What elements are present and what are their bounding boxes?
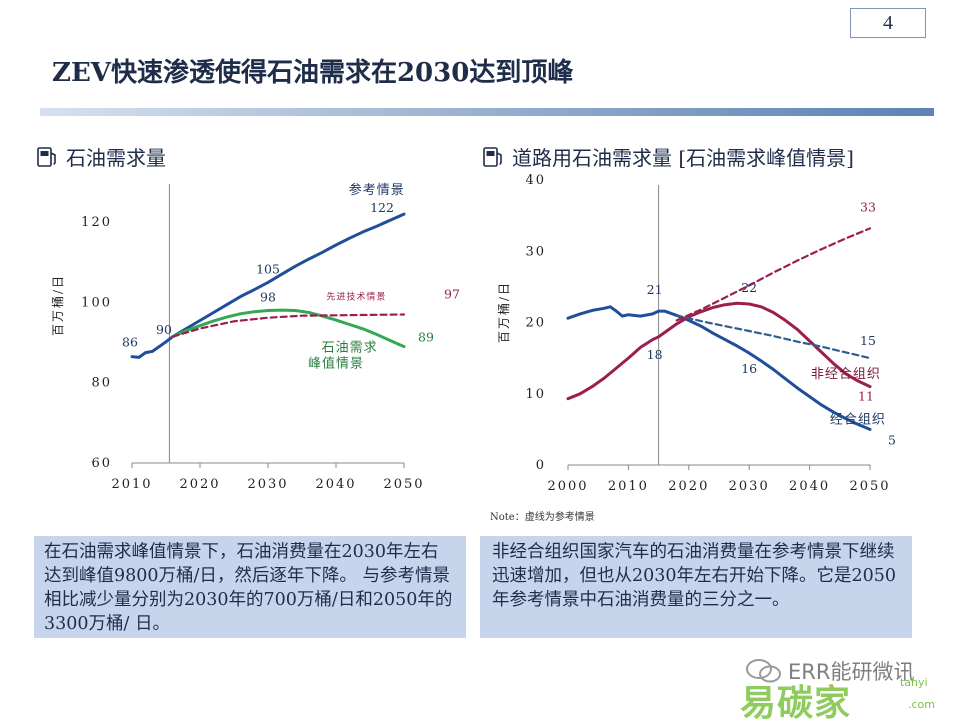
y-tick-label: 80 <box>91 376 112 391</box>
series-line-4 <box>675 227 872 322</box>
left-section-heading: 石油需求量 <box>36 142 166 171</box>
series-line-3 <box>675 314 872 360</box>
data-label: 122 <box>370 200 394 215</box>
fuel-pump-icon <box>37 146 56 167</box>
x-tick-label: 2050 <box>383 477 424 492</box>
left-oil-demand-chart: 2010 2020 2030 2040 2050 60 80 100 120 百万桶/日 86 90 1… <box>50 182 460 492</box>
series-line-1 <box>130 212 406 359</box>
data-label: 16 <box>741 361 757 376</box>
data-label: 89 <box>418 330 434 345</box>
series-label: 非经合组织 <box>811 367 881 382</box>
y-tick-label: 30 <box>525 244 546 259</box>
data-label: 97 <box>444 286 460 301</box>
series-label: 参考情景 <box>349 182 405 198</box>
y-tick-label: 60 <box>91 456 112 471</box>
page-number: 4 <box>850 8 926 38</box>
data-label: 21 <box>647 282 663 297</box>
left-section-title: 石油需求量 <box>66 146 166 170</box>
fuel-pump-icon <box>483 146 502 167</box>
x-tick-label: 2040 <box>315 477 356 492</box>
watermark-com: .com <box>908 698 935 711</box>
x-tick-label: 2020 <box>668 479 709 494</box>
x-tick-label: 2050 <box>849 479 890 494</box>
title-underline-bar <box>40 108 934 116</box>
y-tick-label: 40 <box>525 173 546 188</box>
watermark-text: ERR能研微讯 <box>788 660 915 684</box>
series-label: 石油需求 <box>322 340 378 355</box>
y-tick-label: 100 <box>81 295 112 310</box>
data-label: 22 <box>741 280 757 295</box>
right-summary-box: 非经合组织国家汽车的石油消费量在参考情景下继续迅速增加，但也从2030年左右开始… <box>480 536 912 638</box>
y-tick-label: 120 <box>81 215 112 230</box>
x-tick-label: 2040 <box>789 479 830 494</box>
x-tick-label: 2010 <box>111 477 152 492</box>
series-line-1 <box>566 305 872 431</box>
watermark: ERR能研微讯 易碳家 tanyi .com <box>740 652 950 724</box>
data-label: 5 <box>888 432 896 447</box>
series-label: 经合组织 <box>830 413 886 428</box>
series-label: 峰值情景 <box>308 355 364 371</box>
data-label: 105 <box>256 261 280 276</box>
y-axis-label: 百万桶/日 <box>50 274 65 336</box>
series-label: 先进技术情景 <box>326 291 386 303</box>
series-line-2 <box>566 301 872 401</box>
data-label: 11 <box>858 389 874 404</box>
left-summary-box: 在石油需求峰值情景下，石油消费量在2030年左右达到峰值9800万桶/日，然后逐… <box>34 536 466 638</box>
data-label: 33 <box>860 199 876 214</box>
watermark-url: tanyi <box>900 676 928 689</box>
x-tick-label: 2030 <box>247 477 288 492</box>
data-label: 15 <box>860 333 876 348</box>
data-label: 86 <box>122 335 138 350</box>
x-tick-label: 2020 <box>179 477 220 492</box>
y-tick-label: 0 <box>536 458 546 473</box>
x-tick-label: 2010 <box>608 479 649 494</box>
y-tick-label: 10 <box>525 387 546 402</box>
right-summary-text: 非经合组织国家汽车的石油消费量在参考情景下继续迅速增加，但也从2030年左右开始… <box>492 542 897 610</box>
data-label: 98 <box>260 289 276 304</box>
x-tick-label: 2030 <box>729 479 770 494</box>
left-summary-text: 在石油需求峰值情景下，石油消费量在2030年左右达到峰值9800万桶/日，然后逐… <box>44 542 453 634</box>
x-tick-label: 2000 <box>547 479 588 494</box>
data-label: 90 <box>156 322 172 337</box>
wechat-icon <box>746 659 781 683</box>
data-label: 18 <box>647 347 663 362</box>
right-section-title: 道路用石油需求量 [石油需求峰值情景] <box>512 146 854 170</box>
y-axis-label: 百万桶/日 <box>496 281 511 343</box>
series-line-3 <box>171 313 406 338</box>
series-line-2 <box>171 308 406 349</box>
y-tick-label: 20 <box>525 316 546 331</box>
chart-note: Note：虚线为参考情景 <box>490 512 595 523</box>
right-section-heading: 道路用石油需求量 [石油需求峰值情景] <box>482 142 854 171</box>
watermark-brand: 易碳家 <box>740 683 852 724</box>
slide-title: ZEV快速渗透使得石油需求在2030达到顶峰 <box>52 58 574 88</box>
